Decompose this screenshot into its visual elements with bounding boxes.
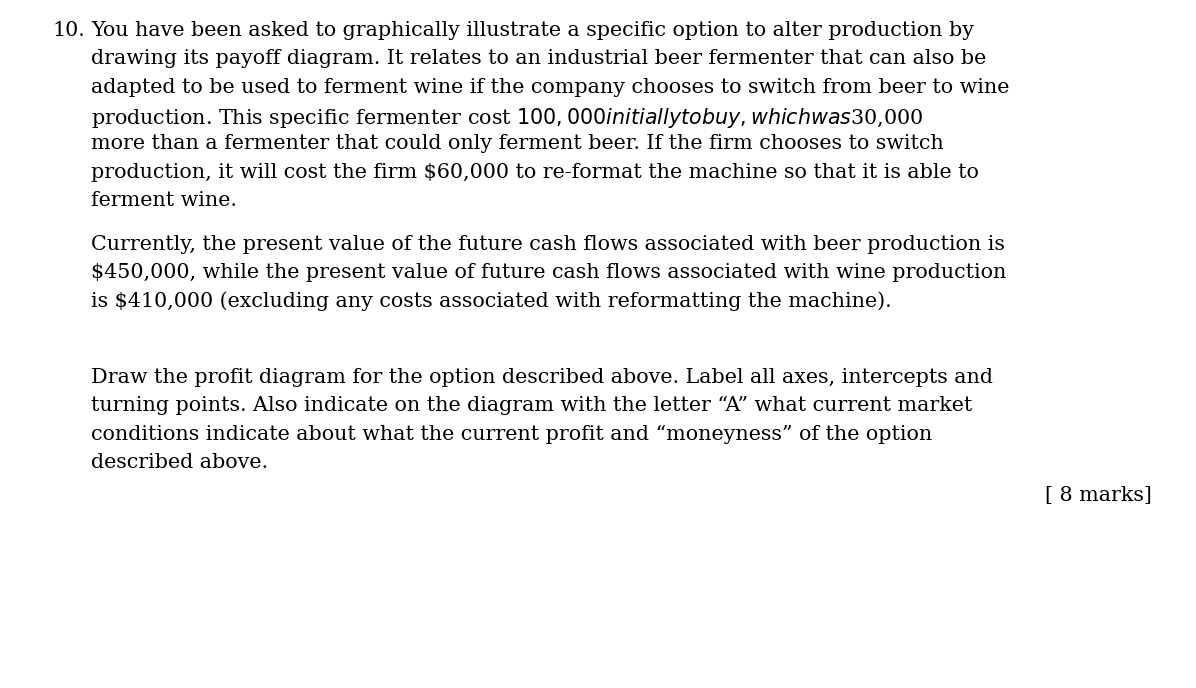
Text: turning points. Also indicate on the diagram with the letter “A” what current ma: turning points. Also indicate on the dia…: [91, 396, 972, 416]
Text: conditions indicate about what the current profit and “moneyness” of the option: conditions indicate about what the curre…: [91, 424, 933, 444]
Text: more than a fermenter that could only ferment beer. If the firm chooses to switc: more than a fermenter that could only fe…: [91, 134, 944, 153]
Text: ferment wine.: ferment wine.: [91, 191, 237, 210]
Text: described above.: described above.: [91, 453, 268, 472]
Text: is $410,000 (excluding any costs associated with reformatting the machine).: is $410,000 (excluding any costs associa…: [91, 292, 892, 311]
Text: $450,000, while the present value of future cash flows associated with wine prod: $450,000, while the present value of fut…: [91, 263, 1007, 282]
Text: drawing its payoff diagram. It relates to an industrial beer fermenter that can : drawing its payoff diagram. It relates t…: [91, 50, 987, 68]
Text: Draw the profit diagram for the option described above. Label all axes, intercep: Draw the profit diagram for the option d…: [91, 368, 993, 387]
Text: production, it will cost the firm $60,000 to re-format the machine so that it is: production, it will cost the firm $60,00…: [91, 162, 980, 182]
Text: Currently, the present value of the future cash flows associated with beer produ: Currently, the present value of the futu…: [91, 235, 1005, 254]
Text: You have been asked to graphically illustrate a specific option to alter product: You have been asked to graphically illus…: [91, 21, 974, 40]
Text: [ 8 marks]: [ 8 marks]: [1045, 485, 1152, 504]
Text: 10.: 10.: [53, 21, 86, 40]
Text: adapted to be used to ferment wine if the company chooses to switch from beer to: adapted to be used to ferment wine if th…: [91, 78, 1009, 97]
Text: production. This specific fermenter cost $100,000 initially to buy, which was $3: production. This specific fermenter cost…: [91, 106, 923, 130]
